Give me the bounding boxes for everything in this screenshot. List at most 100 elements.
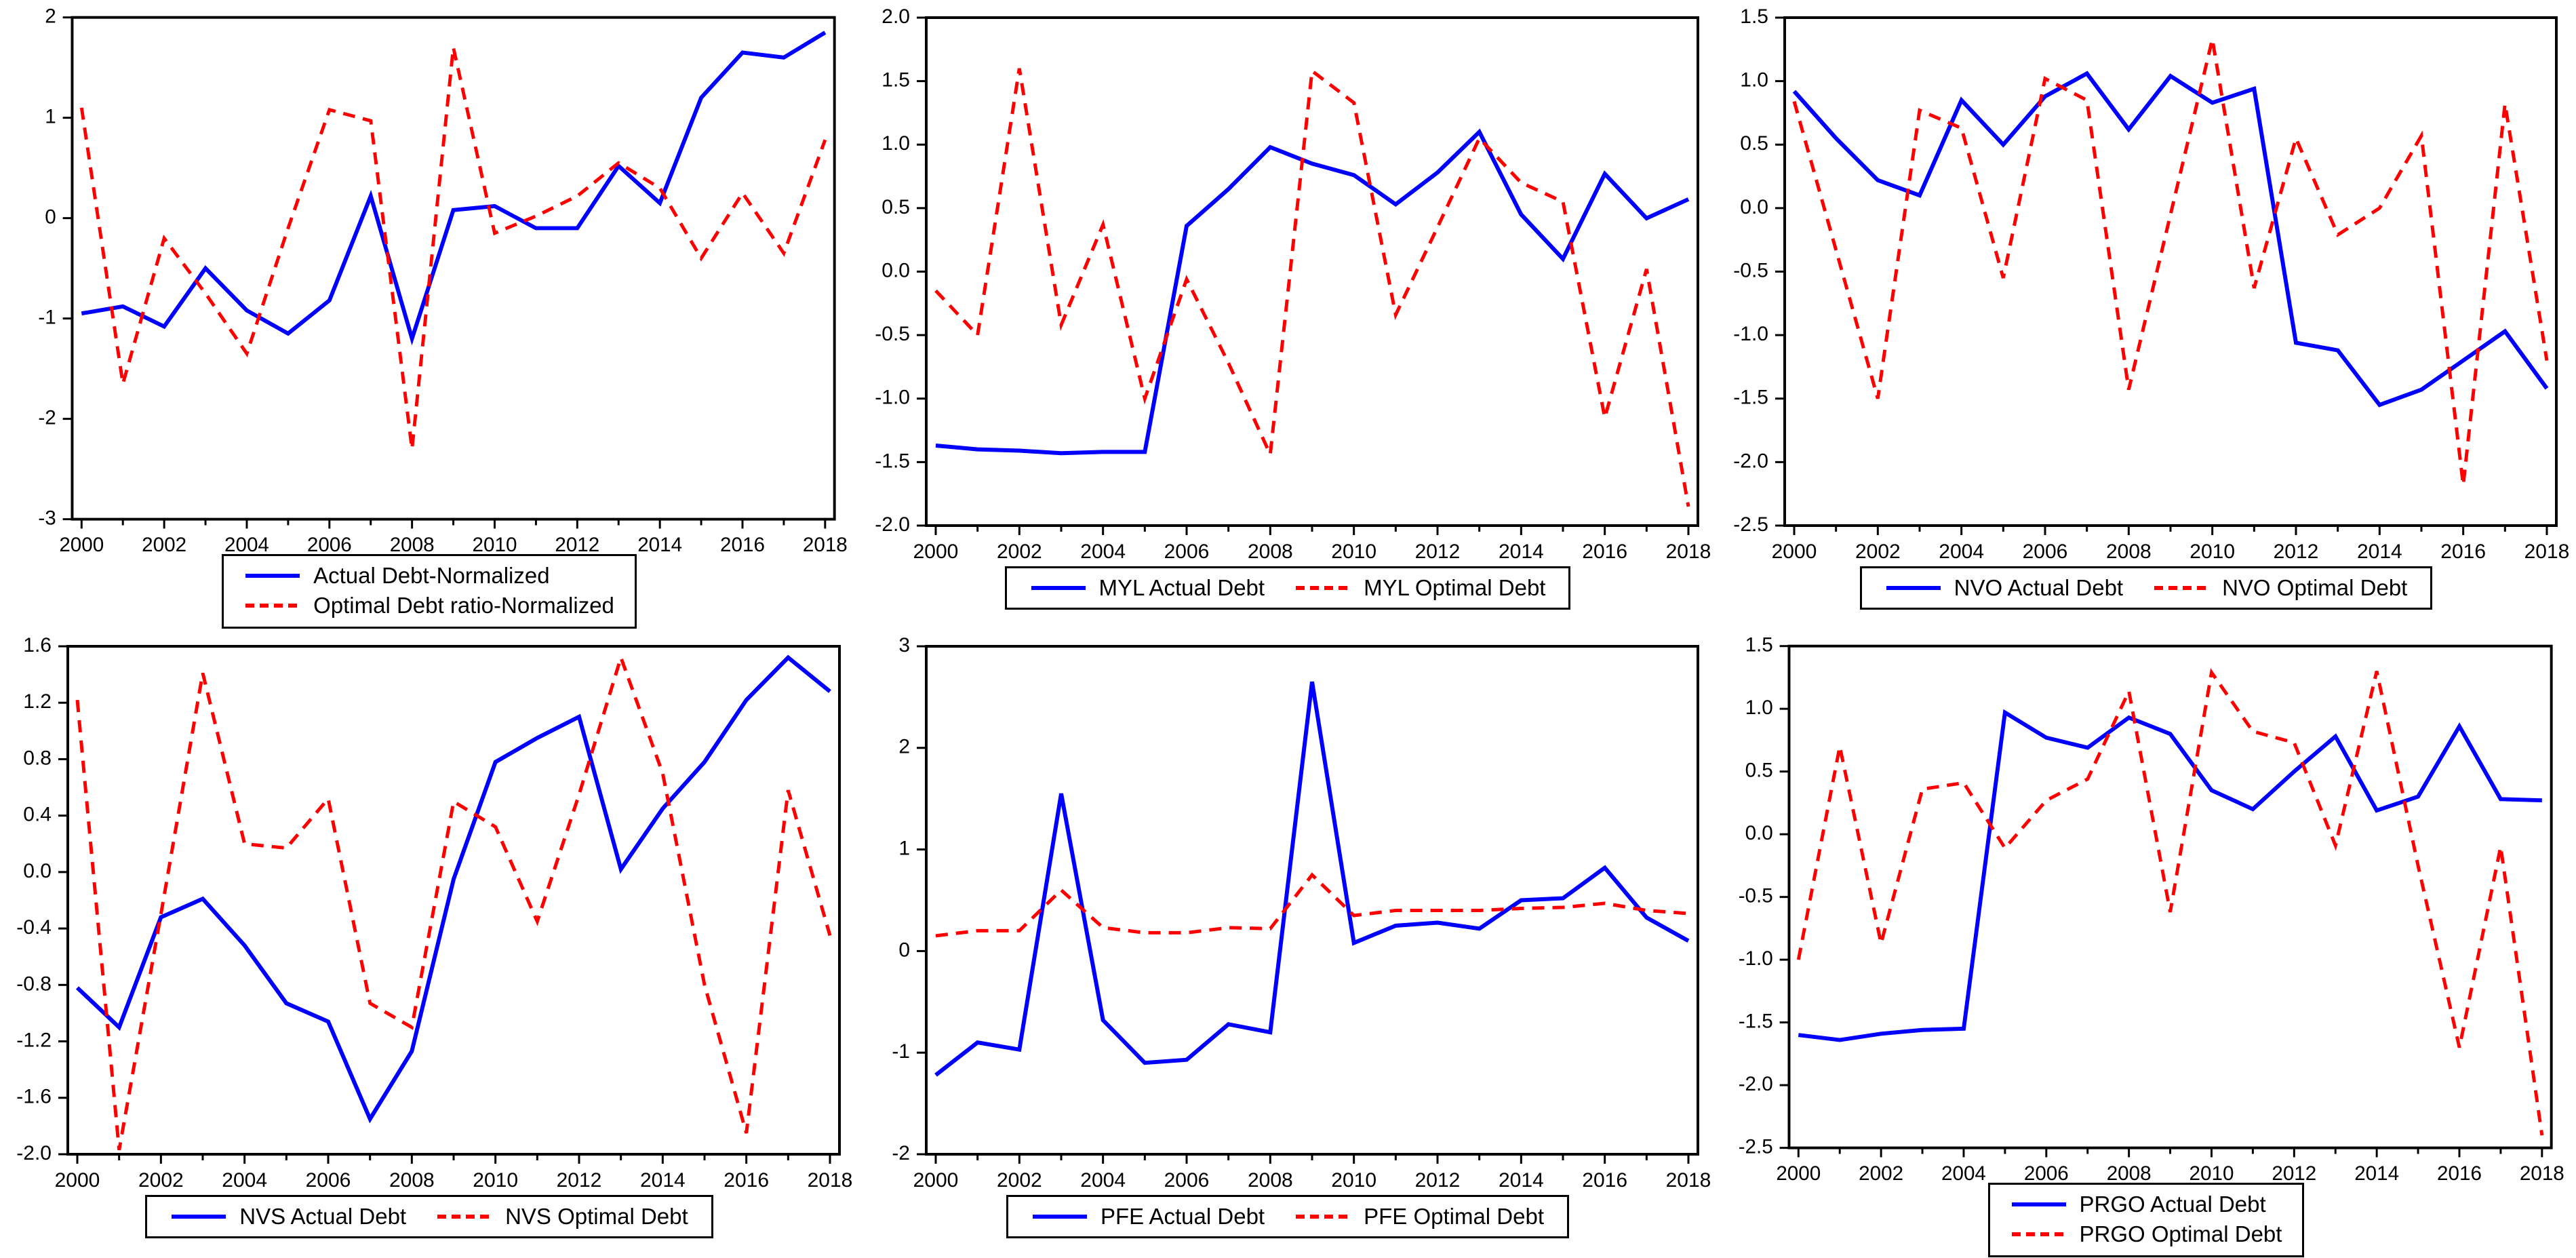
x-axis-tick-label: 2018	[1666, 1169, 1711, 1188]
y-axis-tick-label: 2	[45, 5, 56, 28]
legend-item: NVO Actual Debt	[1885, 575, 2123, 601]
chart-nvs: 1.6 1.2 0.8 0.4 0.0 -0.4 -0.8 -1.2 -1.6 -2.0 2000 2…	[0, 629, 858, 1257]
legend-label: MYL Actual Debt	[1098, 575, 1265, 600]
actual-debt-line	[934, 681, 1690, 1077]
legend-line-sample-dashed	[245, 604, 300, 608]
legend-label: NVO Optimal Debt	[2222, 575, 2408, 600]
x-axis-tick-label: 2002	[142, 534, 186, 553]
y-axis-tick-label: -1.0	[1739, 947, 1773, 970]
x-axis-tick-label: 2006	[2024, 1162, 2069, 1181]
x-axis-tick-label: 2016	[1582, 540, 1627, 559]
y-axis-tick-label: 0.8	[23, 747, 52, 769]
x-axis-tick-label: 2000	[1776, 1162, 1821, 1181]
legend-item: MYL Optimal Debt	[1294, 575, 1545, 601]
y-axis-tick-label: -2.0	[1739, 1073, 1773, 1095]
x-axis-tick-label: 2006	[1164, 1169, 1210, 1188]
legend-item: PFE Optimal Debt	[1294, 1204, 1544, 1230]
y-axis-tick-label: -1.0	[875, 387, 910, 409]
x-axis-tick-label: 2016	[1582, 1169, 1627, 1188]
y-axis-tick-label: -3	[38, 507, 56, 529]
optimal-debt-line	[79, 47, 827, 450]
legend-label: PRGO Actual Debt	[2079, 1192, 2266, 1217]
x-axis-tick-label: 2008	[1248, 540, 1293, 559]
y-axis-tick-label: 1.0	[881, 132, 910, 155]
legend-box: NVO Actual Debt NVO Optimal Debt	[1859, 566, 2433, 610]
x-axis-tick-label: 2016	[720, 534, 765, 553]
y-axis-tick-label: -1.2	[16, 1029, 52, 1051]
y-axis-tick-label: 0.5	[1745, 759, 1773, 781]
legend-item: MYL Actual Debt	[1030, 575, 1265, 601]
chart-myl: 2.0 1.5 1.0 0.5 0.0 -0.5 -1.0 -1.5 -2.0 2000 2002 2…	[858, 0, 1717, 629]
chart-normalized-debt: 2 1 0 -1 -2 -3 2000 2002 2004 2006 2008 2010 2012 201…	[0, 0, 858, 629]
y-axis-tick-label: -2	[38, 406, 56, 429]
legend-line-sample-solid	[2011, 1202, 2066, 1206]
chart-pfe: 3 2 1 0 -1 -2 2000 2002 2004 2006 2008 2010 2012 2014…	[858, 629, 1717, 1257]
plot-border	[1787, 644, 2553, 1149]
x-axis-tick-label: 2012	[1415, 1169, 1461, 1188]
x-axis-tick-label: 2010	[473, 1169, 518, 1188]
y-axis-tick-label: -1.5	[1733, 387, 1768, 409]
x-axis-tick-label: 2012	[555, 534, 599, 553]
legend-line-sample-dashed	[1296, 1215, 1351, 1219]
actual-debt-line	[81, 31, 827, 346]
x-axis-tick-label: 2008	[390, 534, 435, 553]
optimal-debt-line	[934, 67, 1690, 507]
x-axis-tick-label: 2012	[1415, 540, 1461, 559]
legend-line-sample-solid	[172, 1215, 226, 1219]
y-axis-tick-label: 1	[45, 105, 56, 127]
x-axis-tick-label: 2008	[2107, 1162, 2152, 1181]
x-axis-tick-label: 2014	[640, 1169, 686, 1188]
x-axis-tick-label: 2006	[307, 534, 352, 553]
y-axis-tick-label: -2.0	[1733, 450, 1768, 472]
x-axis-tick-label: 2000	[913, 1169, 959, 1188]
y-axis-tick-label: 0.5	[881, 196, 910, 218]
y-axis-tick-label: -2.0	[16, 1142, 52, 1164]
optimal-debt-line	[1792, 39, 2549, 486]
legend-item: NVS Actual Debt	[170, 1204, 406, 1230]
x-axis-tick-label: 2000	[59, 534, 104, 553]
x-axis-tick-label: 2008	[389, 1169, 435, 1188]
y-axis-tick-label: -2.5	[1733, 513, 1768, 536]
y-axis-tick-label: 1.5	[1745, 634, 1773, 656]
plot-border	[925, 16, 1699, 527]
legend-line-sample-dashed	[1296, 586, 1351, 590]
chart-prgo: 1.5 1.0 0.5 0.0 -0.5 -1.0 -1.5 -2.0 -2.5 2000 2002…	[1717, 629, 2575, 1257]
x-axis-tick-label: 2018	[808, 1169, 853, 1188]
y-axis-tick-label: 3	[898, 634, 910, 656]
x-axis-tick-label: 2012	[2272, 1162, 2316, 1181]
actual-debt-line	[75, 654, 831, 1124]
legend-item: Optimal Debt ratio-Normalized	[244, 593, 614, 618]
x-axis-tick-label: 2008	[1248, 1169, 1293, 1188]
x-axis-tick-label: 2016	[2440, 540, 2486, 559]
optimal-debt-line	[75, 652, 832, 1151]
x-axis-tick-label: 2008	[2106, 540, 2152, 559]
x-axis-tick-label: 2014	[2354, 1162, 2399, 1181]
y-axis-tick-label: -2	[892, 1142, 910, 1164]
x-axis-tick-label: 2014	[2357, 540, 2402, 559]
y-axis-tick-label: -1.6	[16, 1086, 52, 1108]
y-axis-tick-label: 0.5	[1740, 132, 1768, 155]
legend-label: NVS Actual Debt	[239, 1204, 407, 1229]
legend-label: Optimal Debt ratio-Normalized	[313, 593, 614, 618]
y-axis-tick-label: 1	[898, 838, 910, 860]
x-axis-tick-label: 2018	[1666, 540, 1711, 559]
legend-item: NVS Optimal Debt	[436, 1204, 688, 1230]
x-axis-tick-label: 2010	[473, 534, 517, 553]
y-axis-tick-label: 1.0	[1745, 696, 1773, 719]
y-axis-tick-label: 0.4	[23, 804, 52, 826]
legend-box: PFE Actual Debt PFE Optimal Debt	[1006, 1195, 1570, 1238]
y-axis-tick-label: -0.8	[16, 972, 52, 995]
x-axis-tick-label: 2002	[997, 1169, 1042, 1188]
legend-item: PFE Actual Debt	[1031, 1204, 1265, 1230]
y-axis-tick-label: -0.5	[875, 323, 910, 345]
y-axis-tick-label: 2.0	[881, 5, 910, 28]
x-axis-tick-label: 2000	[55, 1169, 100, 1188]
legend-line-sample-dashed	[2011, 1232, 2066, 1236]
x-axis-tick-label: 2000	[913, 540, 959, 559]
